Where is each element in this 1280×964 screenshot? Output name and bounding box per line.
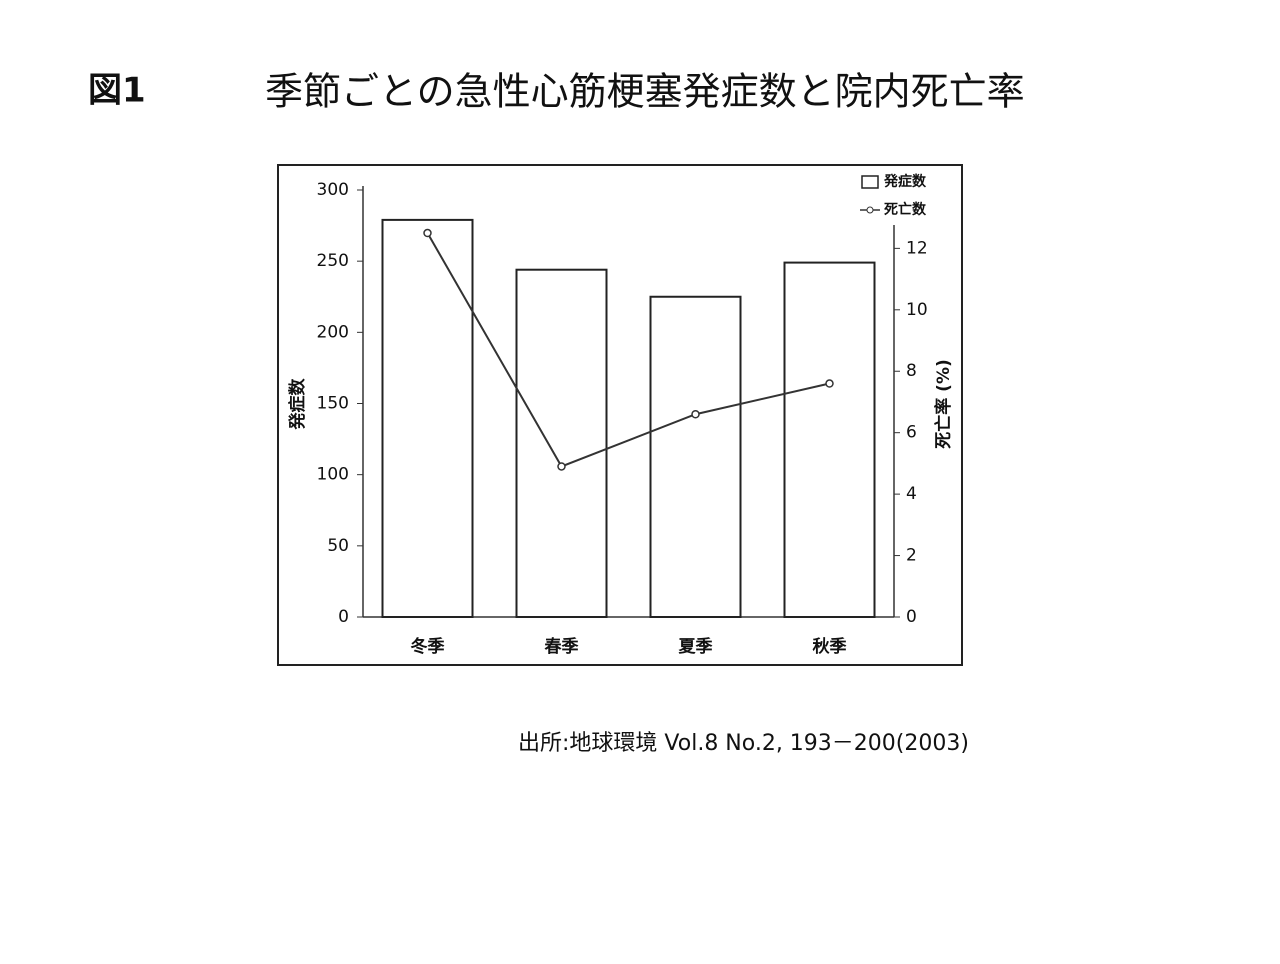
- x-tick-label: 秋季: [813, 636, 847, 657]
- y-tick-label: 300: [317, 180, 349, 200]
- line: [426, 232, 830, 468]
- y2-tick-label: 0: [906, 607, 917, 627]
- chart-frame: [277, 164, 963, 666]
- y-tick-label: 150: [317, 394, 349, 414]
- point: [423, 228, 432, 238]
- y-tick-label: 0: [338, 607, 349, 627]
- chart-title: 季節ごとの急性心筋梗塞発症数と院内死亡率: [265, 70, 1025, 114]
- point: [691, 410, 700, 419]
- x-tick-label: 春季: [545, 636, 579, 657]
- bar: [381, 218, 474, 618]
- bar: [515, 268, 608, 618]
- y2-tick-label: 10: [906, 300, 928, 320]
- y-tick-label: 200: [317, 322, 349, 342]
- y2-tick-label: 12: [906, 238, 928, 258]
- y2-tick-label: 8: [906, 361, 917, 381]
- legend-swatch: [866, 206, 874, 214]
- point: [557, 462, 566, 471]
- source: 出所:地球環境 Vol.8 No.2, 193－200(2003): [518, 731, 969, 756]
- y-tick-label: 50: [327, 536, 349, 556]
- y2-axis-label: 死亡率 (%): [933, 359, 954, 449]
- y2-tick-label: 6: [906, 423, 917, 443]
- x-tick-label: 冬季: [411, 636, 445, 657]
- point: [825, 379, 834, 388]
- legend-label: 発症数: [883, 173, 927, 190]
- bar: [649, 295, 742, 618]
- y2-tick-label: 4: [906, 484, 917, 504]
- y-tick-label: 100: [317, 465, 349, 485]
- y-axis-label: 発症数: [287, 378, 308, 431]
- bar: [783, 261, 876, 618]
- y2-tick-label: 2: [906, 546, 917, 566]
- y-tick-label: 250: [317, 251, 349, 271]
- legend-label: 死亡数: [883, 201, 927, 218]
- x-tick-label: 夏季: [679, 636, 713, 657]
- legend-swatch: [861, 175, 879, 189]
- figure-label: 図1: [88, 71, 146, 111]
